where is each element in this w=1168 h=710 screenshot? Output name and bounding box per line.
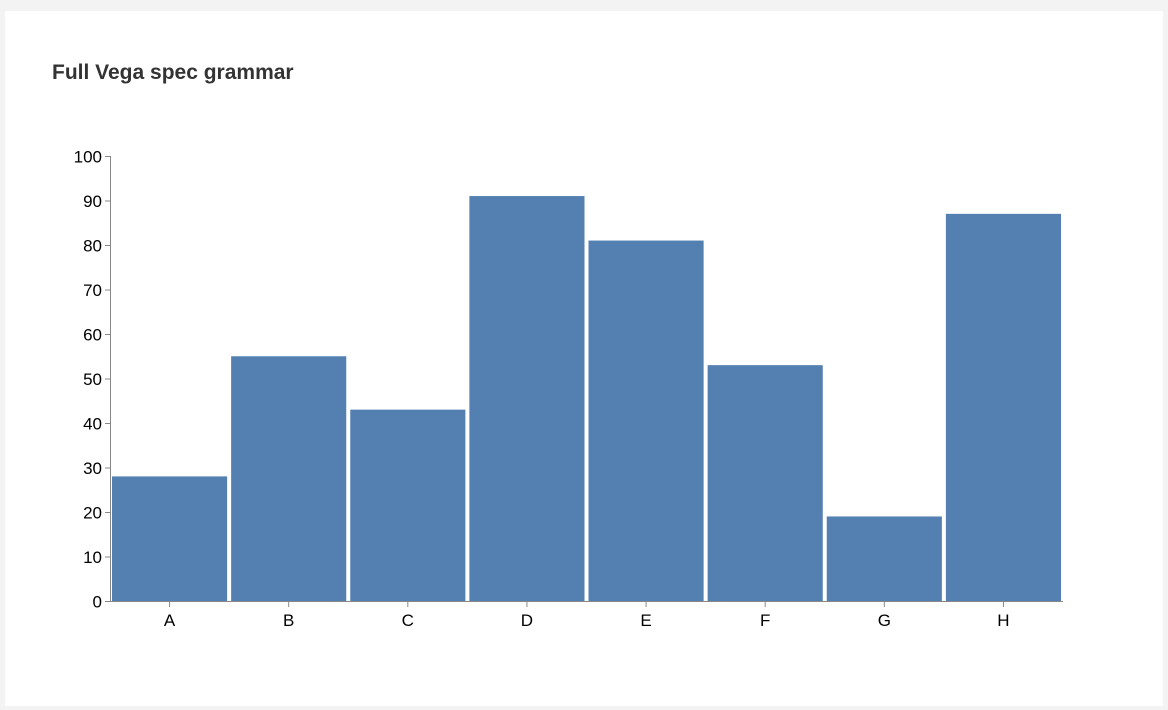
x-tick-label-b: B bbox=[283, 611, 294, 630]
x-tick-label-a: A bbox=[164, 611, 176, 630]
bar-e[interactable] bbox=[588, 240, 704, 602]
x-tick-label-g: G bbox=[878, 611, 891, 630]
bar-chart: 0 10 20 30 40 50 60 70 80 90 100 A B C D E F G H bbox=[74, 148, 1063, 630]
bar-f[interactable] bbox=[707, 365, 823, 601]
x-tick-label-c: C bbox=[402, 611, 414, 630]
bar-a[interactable] bbox=[112, 476, 228, 601]
bar-c[interactable] bbox=[350, 409, 466, 601]
y-tick-label: 70 bbox=[83, 281, 102, 300]
bar-b[interactable] bbox=[231, 356, 347, 601]
x-tick-label-h: H bbox=[997, 611, 1009, 630]
y-tick-label: 90 bbox=[83, 192, 102, 211]
bar-h[interactable] bbox=[945, 213, 1061, 601]
y-tick-label: 10 bbox=[83, 548, 102, 567]
x-tick-label-f: F bbox=[760, 611, 770, 630]
y-tick-label: 50 bbox=[83, 370, 102, 389]
x-axis: A B C D E F G H bbox=[110, 601, 1063, 630]
y-tick-label: 20 bbox=[83, 504, 102, 523]
y-tick-label: 60 bbox=[83, 326, 102, 345]
bar-d[interactable] bbox=[469, 196, 585, 602]
y-tick-label: 100 bbox=[74, 148, 102, 167]
y-tick-label: 0 bbox=[93, 593, 102, 612]
x-tick-label-e: E bbox=[640, 611, 651, 630]
x-tick-label-d: D bbox=[521, 611, 533, 630]
chart-card: Full Vega spec grammar 0 10 20 30 40 50 60 70 80… bbox=[5, 11, 1163, 706]
y-tick-label: 30 bbox=[83, 459, 102, 478]
y-tick-label: 80 bbox=[83, 237, 102, 256]
bars-group bbox=[112, 196, 1061, 602]
chart-title: Full Vega spec grammar bbox=[52, 61, 294, 84]
y-tick-label: 40 bbox=[83, 415, 102, 434]
bar-g[interactable] bbox=[826, 516, 942, 601]
y-axis: 0 10 20 30 40 50 60 70 80 90 100 bbox=[74, 148, 111, 612]
